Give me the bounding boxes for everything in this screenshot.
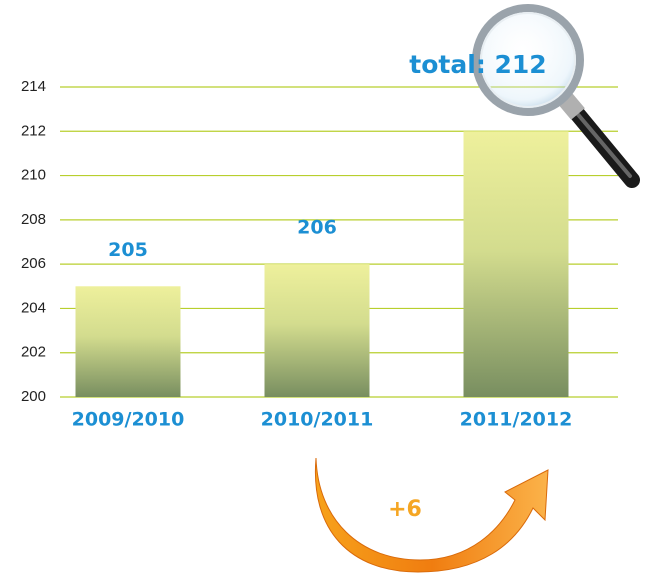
- annotation: +6: [388, 497, 422, 522]
- y-tick-label: 202: [21, 344, 46, 361]
- value-label: 205: [108, 239, 148, 261]
- y-tick-label: 214: [21, 78, 46, 95]
- growth-arrow: [315, 458, 548, 572]
- value-label: 206: [297, 217, 337, 239]
- y-tick-label: 210: [21, 167, 46, 184]
- x-tick-label: 2009/2010: [72, 409, 185, 431]
- y-tick-label: 200: [21, 388, 46, 405]
- chart: 200 202 204 206 208 210 212 214 2009/2010 205 2010…: [0, 0, 654, 573]
- y-tick-label: 212: [21, 122, 46, 139]
- bar: [464, 131, 569, 397]
- x-tick-label: 2011/2012: [460, 409, 573, 431]
- value-label: total: 212: [409, 50, 546, 79]
- y-tick-label: 204: [21, 299, 46, 316]
- y-tick-label: 206: [21, 255, 46, 272]
- bar: [76, 286, 181, 397]
- x-tick-label: 2010/2011: [261, 409, 374, 431]
- bar: [265, 264, 370, 397]
- plot-area: 200 202 204 206 208 210 212 214 2009/2010 205 2010…: [21, 78, 618, 431]
- y-tick-label: 208: [21, 211, 46, 228]
